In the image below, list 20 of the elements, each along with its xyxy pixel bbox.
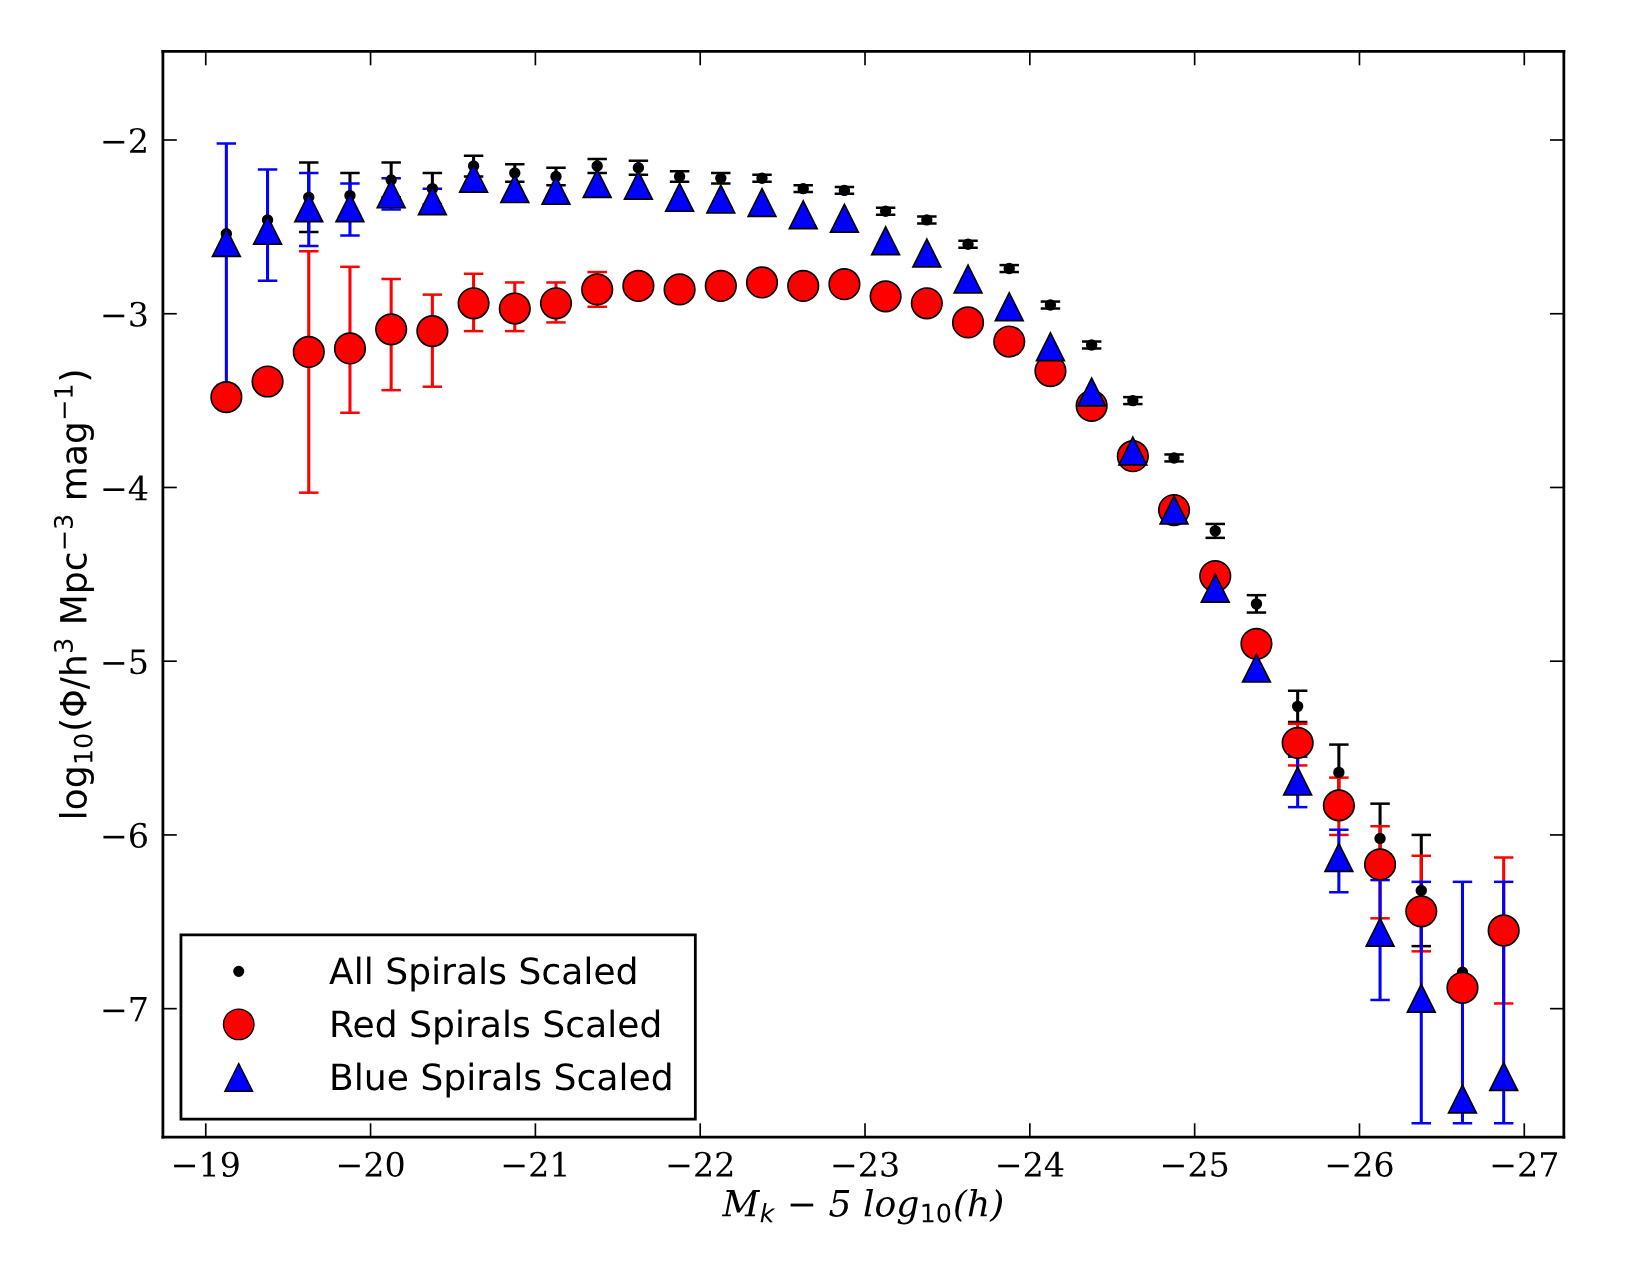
y-tick-label: −2 [103,127,146,153]
x-tick-label: −21 [503,1151,566,1177]
x-tick-label: −24 [998,1151,1064,1177]
x-tick-label: −27 [1492,1151,1558,1177]
y-tick-label: −5 [103,649,147,675]
x-tick-label: −25 [1163,1151,1228,1177]
y-tick-label: −4 [103,475,148,501]
x-axis-title: M$_{k}$ − 5 log$_{10}$(h) [721,1188,1003,1225]
x-tick-label: −26 [1327,1151,1393,1177]
legend-label: All Spirals Scaled [329,956,636,992]
x-tick-label: −23 [833,1151,898,1177]
text: log$_{10}$(Φ/h$^{3}$ Mpc$^{−3}$ mag$^{−1}$) [53,371,94,817]
x-tick-label: −19 [174,1151,239,1177]
y-tick-label: −6 [103,822,147,849]
x-tick-label: −22 [668,1151,733,1177]
legend-label: Red Spirals Scaled [332,1009,660,1045]
x-tick-label: −20 [338,1151,404,1177]
legend-label: Blue Spirals Scaled [332,1062,671,1098]
y-tick-label: −7 [103,997,147,1022]
y-tick-label: −3 [103,301,147,327]
